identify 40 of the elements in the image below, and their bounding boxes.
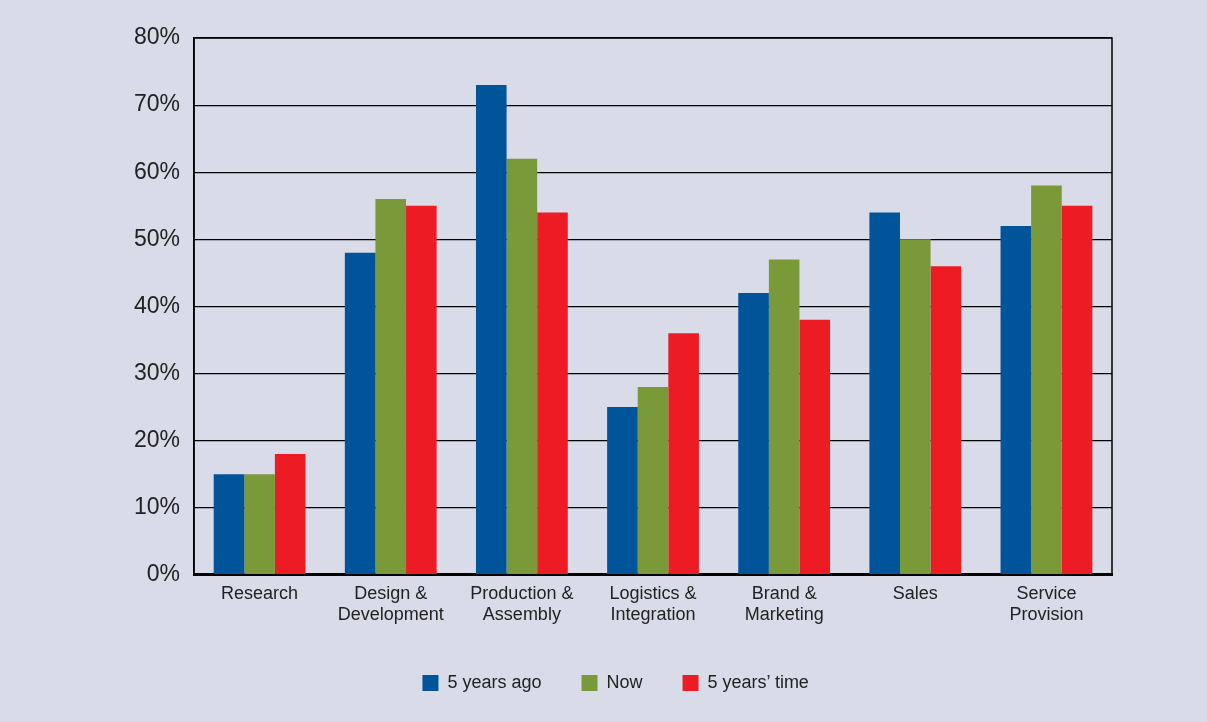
y-tick-label: 80% xyxy=(133,23,181,50)
bar xyxy=(344,252,376,575)
bar xyxy=(768,259,800,575)
bar xyxy=(1000,225,1032,575)
y-tick-label: 10% xyxy=(133,493,181,520)
legend-label: 5 years’ time xyxy=(707,671,809,692)
x-tick-label: Service Provision xyxy=(1009,582,1084,625)
bar xyxy=(1031,185,1062,575)
x-tick-label: Production & Assembly xyxy=(470,582,574,625)
bar xyxy=(244,474,275,575)
x-tick-label: Research xyxy=(221,582,299,603)
bar xyxy=(1061,205,1093,575)
bar xyxy=(475,84,507,575)
bar xyxy=(930,266,962,575)
bar xyxy=(799,319,831,575)
bar xyxy=(899,239,931,575)
bar xyxy=(537,212,568,575)
bar xyxy=(637,386,669,575)
y-tick-label: 50% xyxy=(133,224,181,251)
bar xyxy=(406,205,437,575)
legend-label: Now xyxy=(606,671,644,692)
x-tick-label: Design & Development xyxy=(337,582,444,625)
y-tick-label: 40% xyxy=(133,291,181,318)
bar xyxy=(668,333,699,575)
y-tick-label: 60% xyxy=(133,157,181,184)
y-tick-label: 20% xyxy=(133,425,181,452)
legend-label: 5 years ago xyxy=(447,671,542,692)
bar xyxy=(738,292,769,575)
bar xyxy=(869,212,900,575)
bar xyxy=(375,199,407,575)
bar xyxy=(506,158,538,575)
x-tick-label: Brand & Marketing xyxy=(744,582,824,625)
bar xyxy=(607,407,638,575)
x-tick-label: Logistics & Integration xyxy=(609,582,697,625)
y-tick-label: 0% xyxy=(146,560,181,587)
bar xyxy=(213,474,245,575)
x-tick-label: Sales xyxy=(892,582,938,603)
bar xyxy=(274,454,306,575)
y-tick-label: 30% xyxy=(133,358,181,385)
y-tick-label: 70% xyxy=(133,90,181,117)
